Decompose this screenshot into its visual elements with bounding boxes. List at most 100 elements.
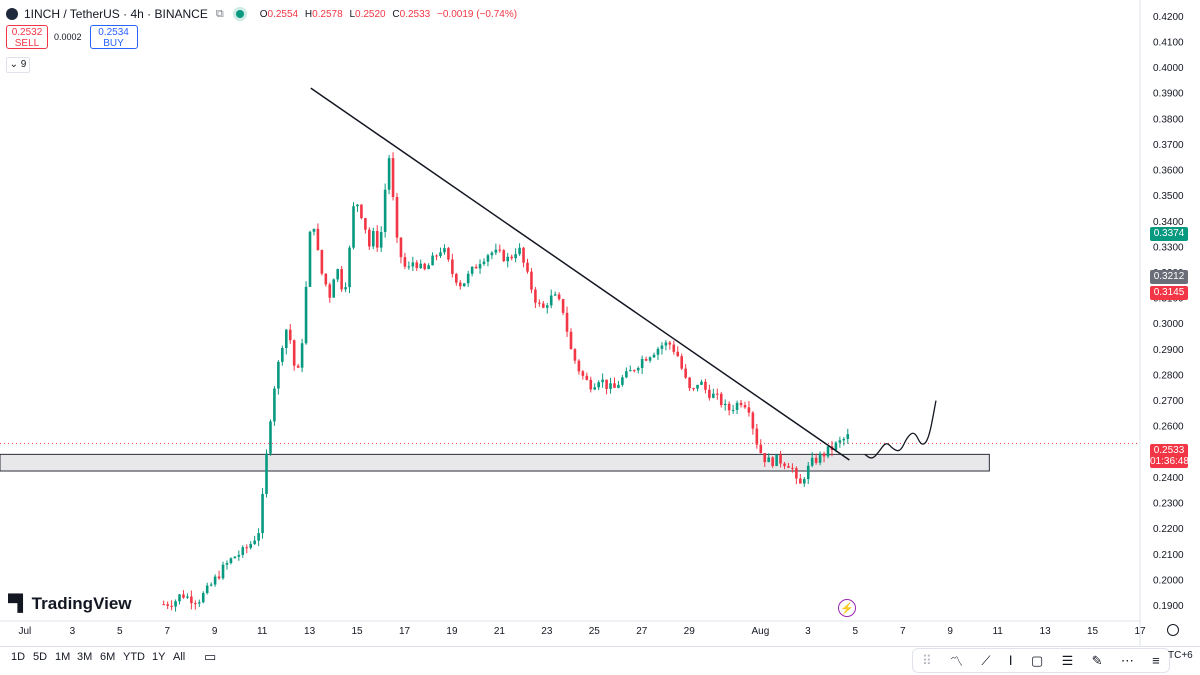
timezone-label[interactable]: TC+6 — [1168, 650, 1193, 661]
time-tick-label: 25 — [589, 626, 601, 637]
pattern-tool-icon[interactable]: ⋯ — [1120, 652, 1134, 668]
price-label-green: 0.3374 — [1150, 227, 1188, 241]
bar-countdown: 01:36:48 — [1150, 456, 1189, 467]
candle-body — [656, 348, 660, 355]
candle-body — [787, 466, 790, 468]
open-value: 0.2554 — [267, 8, 299, 20]
candle-body — [719, 393, 723, 406]
time-tick-label: 23 — [541, 626, 553, 637]
brush-tool-icon[interactable]: ✎ — [1091, 652, 1103, 668]
path-tool-icon[interactable]: 〽 — [950, 654, 964, 669]
buy-button[interactable]: 0.2534 BUY — [89, 25, 138, 49]
price-label-red: 0.3145 — [1150, 286, 1188, 300]
time-tick-label: 29 — [684, 626, 696, 637]
coin-logo-icon — [6, 8, 18, 20]
time-tick-label: 9 — [947, 626, 953, 637]
candle-body — [708, 389, 711, 398]
settings-gear-icon[interactable] — [1167, 624, 1179, 636]
brand-text: TradingView — [31, 594, 132, 613]
candle-body — [802, 479, 806, 484]
price-tick-label: 0.2400 — [1153, 473, 1184, 484]
candle-body — [629, 370, 632, 372]
price-tick-label: 0.3400 — [1153, 217, 1184, 228]
price-chart[interactable]: 0.4200 0.4100 0.4000 0.3900 0.3800 0.3700 0.36… — [0, 0, 1200, 646]
candle-body — [174, 601, 177, 607]
candle-body — [447, 248, 450, 260]
expand-icon[interactable]: ⧉ — [215, 7, 224, 20]
candle-body — [621, 377, 624, 385]
candle-body — [486, 255, 490, 262]
tradingview-logo[interactable]: ▀▌ TradingView — [8, 594, 132, 614]
candle-body — [727, 403, 731, 411]
market-status-icon[interactable] — [235, 10, 244, 18]
candle-body — [601, 379, 604, 383]
timeframe-ytd[interactable]: YTD — [123, 651, 145, 663]
candle-body — [609, 383, 612, 389]
candle-body — [348, 247, 351, 288]
timeframe-all[interactable]: All — [173, 651, 186, 663]
candle-body — [332, 279, 336, 298]
candle-body — [466, 273, 470, 284]
parallel-tool-icon[interactable]: ≡ — [1152, 653, 1160, 668]
rectangle-tool-icon[interactable]: ▢ — [1030, 652, 1044, 668]
fib-tool-icon[interactable]: ☰ — [1061, 652, 1074, 668]
price-tick-label: 0.3800 — [1153, 114, 1184, 125]
candle-body — [209, 584, 213, 586]
candle-body — [269, 421, 272, 454]
drawing-toolbar: ⠿ 〽 ⟋ Ⅰ ▢ ☰ ✎ ⋯ ≡ — [912, 648, 1170, 673]
candle-body — [360, 204, 363, 219]
candle-body — [435, 255, 438, 257]
timeframe-1d[interactable]: 1D — [11, 651, 26, 663]
support-zone — [0, 453, 990, 472]
candle-body — [403, 257, 407, 267]
candle-body — [822, 453, 826, 457]
text-tool-icon[interactable]: Ⅰ — [1008, 652, 1013, 668]
trendline-tool-icon[interactable]: ⟋ — [981, 652, 991, 668]
candle-body — [336, 269, 339, 280]
candle-body — [197, 602, 201, 604]
candle-body — [498, 249, 502, 251]
date-range-icon[interactable]: ▭ — [204, 649, 217, 664]
candle-body — [700, 381, 703, 385]
candle-body — [735, 402, 739, 410]
indicators-toggle[interactable]: ⌄ 9 — [6, 57, 30, 73]
price-tick-label: 0.2000 — [1153, 575, 1184, 586]
candle-body — [494, 249, 498, 253]
timeframe-1m[interactable]: 1M — [55, 651, 71, 663]
candle-body — [672, 344, 676, 352]
candle-body — [542, 303, 545, 308]
sell-button[interactable]: 0.2532 SELL — [6, 25, 48, 49]
candle-body — [696, 384, 699, 389]
buy-price: 0.2534 — [98, 27, 129, 38]
candle-body — [569, 331, 573, 350]
flash-icon[interactable]: ⚡ — [838, 599, 856, 617]
candle-body — [423, 263, 426, 270]
candle-body — [308, 231, 312, 287]
candle-body — [692, 388, 695, 390]
candle-body — [419, 263, 423, 269]
candle-body — [806, 465, 810, 480]
candle-body — [660, 345, 664, 349]
timeframe-3m[interactable]: 3M — [77, 651, 93, 663]
time-tick-label: 27 — [636, 626, 648, 637]
candle-body — [573, 349, 577, 361]
timeframe-6m[interactable]: 6M — [100, 651, 116, 663]
timeframe-5d[interactable]: 5D — [33, 651, 48, 663]
candle-body — [763, 453, 767, 463]
candle-body — [783, 463, 786, 467]
candle-body — [233, 556, 237, 559]
candle-body — [312, 228, 316, 232]
timeframe-1y[interactable]: 1Y — [152, 651, 166, 663]
candle-body — [391, 158, 395, 198]
candle-body — [407, 266, 411, 268]
candle-body — [534, 289, 537, 303]
drag-handle-icon[interactable]: ⠿ — [922, 652, 932, 668]
price-tick-label: 0.3700 — [1153, 140, 1184, 151]
candle-body — [652, 354, 656, 358]
candles — [162, 152, 850, 612]
candle-body — [704, 381, 707, 390]
candle-body — [688, 377, 691, 389]
symbol-title[interactable]: 1INCH / TetherUS · 4h · BINANCE — [24, 7, 208, 21]
time-tick-label: 5 — [117, 626, 123, 637]
time-tick-label: 7 — [164, 626, 170, 637]
